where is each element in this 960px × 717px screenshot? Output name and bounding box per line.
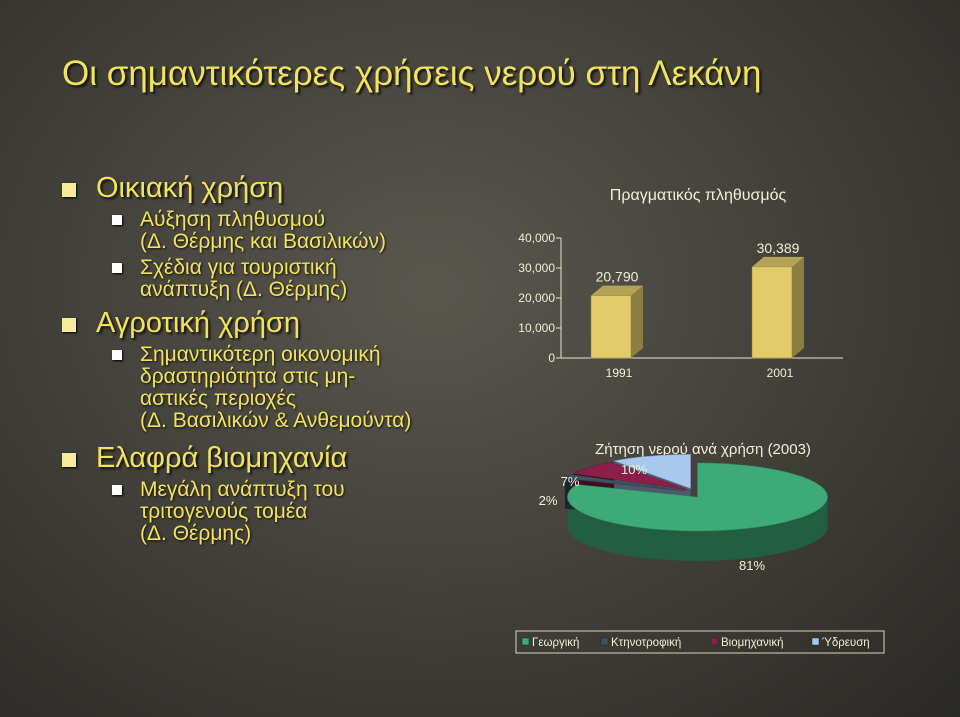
- sub-bullet-marker: [112, 263, 122, 273]
- sub-bullet-marker: [112, 215, 122, 225]
- slice-Ύδρευση: [612, 454, 691, 489]
- y-tick-label: 30,000: [518, 261, 555, 275]
- slice-value-label: 81%: [739, 558, 765, 573]
- bullet-agricultural: Αγροτική χρήση: [60, 307, 480, 340]
- legend-swatch-Ύδρευση: [811, 637, 820, 646]
- bullet-text: Ελαφρά βιομηχανία: [96, 442, 348, 474]
- bullet-marker: [62, 318, 76, 332]
- bar-top-1991: [591, 285, 643, 296]
- sub-bullet-text: Σχέδια για τουριστική ανάπτυξη (Δ. Θέρμη…: [140, 256, 348, 301]
- bar-value-label: 30,389: [757, 240, 800, 256]
- y-tick-label: 0: [548, 351, 555, 365]
- bullet-text: Αγροτική χρήση: [96, 307, 300, 339]
- y-tick-label: 20,000: [518, 291, 555, 305]
- sub-bullet-text: Αύξηση πληθυσμού (Δ. Θέρμης και Βασιλικώ…: [140, 208, 387, 253]
- bar-chart-title: Πραγματικός πληθυσμός: [610, 187, 787, 204]
- bullet-text: Οικιακή χρήση: [96, 172, 284, 204]
- bar-2001: [751, 266, 793, 359]
- sub-bullet-text: Σημαντικότερη οικονομική δραστηριότητα σ…: [140, 343, 412, 432]
- pie-chart-title: Ζήτηση νερού ανά χρήση (2003): [595, 441, 811, 458]
- slice-Γεωργική: [567, 462, 828, 532]
- y-tick-label: 40,000: [518, 231, 555, 245]
- sub-bullet: Αύξηση πληθυσμού (Δ. Θέρμης και Βασιλικώ…: [60, 209, 480, 253]
- bar-value-label: 20,790: [596, 269, 639, 285]
- slice-value-label: 7%: [561, 474, 580, 489]
- legend-label-Γεωργική: Γεωργική: [532, 637, 579, 649]
- legend-label-Ύδρευση: Ύδρευση: [822, 637, 870, 649]
- bar-side-1991: [631, 285, 643, 358]
- water-demand-pie-chart: Ζήτηση νερού ανά χρήση (2003) 81% 2%7% 10%…: [515, 441, 885, 654]
- slice-Βιομηχανική: [572, 461, 688, 491]
- y-tick-label: 10,000: [518, 321, 555, 335]
- sub-bullet: Σχέδια για τουριστική ανάπτυξη (Δ. Θέρμη…: [60, 257, 480, 301]
- sub-bullet: Μεγάλη ανάπτυξη του τριτογενούς τομέα (Δ…: [60, 479, 480, 545]
- bullet-marker: [62, 183, 76, 197]
- sub-bullet: Σημαντικότερη οικονομική δραστηριότητα σ…: [60, 344, 480, 432]
- legend-label-Κτηνοτροφική: Κτηνοτροφική: [611, 637, 681, 649]
- bar-side-2001: [792, 256, 804, 358]
- slice-Κτηνοτροφική: [563, 474, 686, 492]
- bar-1991: [590, 295, 632, 359]
- legend-box: [515, 630, 885, 654]
- bullet-domestic: Οικιακή χρήση: [60, 172, 480, 205]
- legend-swatch-Βιομηχανική: [710, 637, 719, 646]
- slice-value-label: 2%: [539, 493, 558, 508]
- sub-bullet-text: Μεγάλη ανάπτυξη του τριτογενούς τομέα (Δ…: [140, 478, 345, 545]
- legend-swatch-Κτηνοτροφική: [600, 637, 609, 646]
- slice-side-Γεωργική: [567, 497, 828, 561]
- bullet-list: Οικιακή χρήση Αύξηση πληθυσμού (Δ. Θέρμη…: [60, 168, 480, 545]
- slice-value-label: 10%: [621, 462, 647, 477]
- sub-bullet-marker: [112, 485, 122, 495]
- legend-swatch-Γεωργική: [521, 637, 530, 646]
- sub-bullet-marker: [112, 350, 122, 360]
- bullet-marker: [62, 453, 76, 467]
- slide-title: Οι σημαντικότερες χρήσεις νερού στη Λεκά…: [62, 54, 762, 93]
- x-tick-label: 2001: [767, 366, 794, 380]
- legend-label-Βιομηχανική: Βιομηχανική: [721, 637, 783, 649]
- population-bar-chart: Πραγματικός πληθυσμός 0 10,000 20,000 30,00…: [518, 187, 843, 380]
- bullet-industry: Ελαφρά βιομηχανία: [60, 442, 480, 475]
- bar-top-2001: [752, 256, 804, 267]
- x-tick-label: 1991: [606, 366, 633, 380]
